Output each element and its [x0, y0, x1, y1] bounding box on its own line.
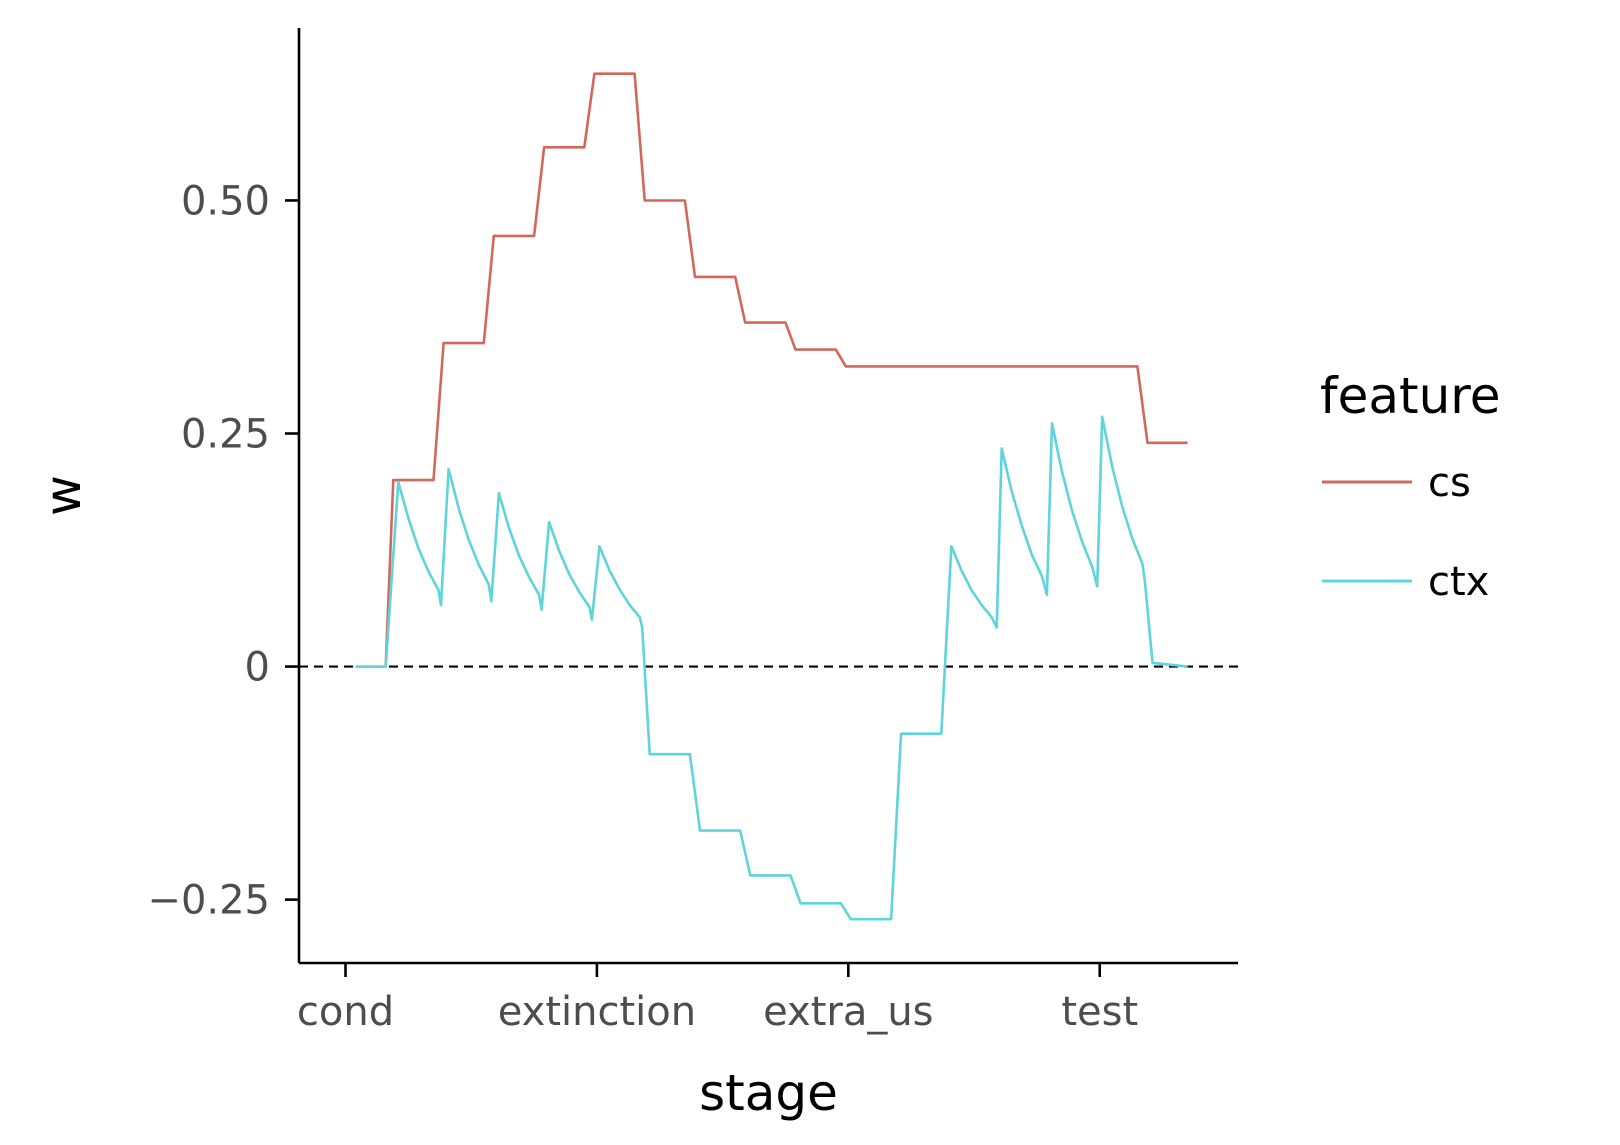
series-line-ctx: [355, 415, 1188, 921]
legend-label-ctx: ctx: [1428, 559, 1489, 605]
y-tick-label: −0.25: [147, 878, 270, 924]
legend-title: feature: [1320, 367, 1501, 425]
x-tick-label: extra_us: [763, 989, 933, 1035]
legend: feature cs ctx: [1320, 367, 1501, 605]
plot-area: [299, 72, 1238, 921]
x-tick-label: cond: [297, 989, 394, 1035]
legend-label-cs: cs: [1428, 460, 1471, 506]
x-axis-title: stage: [699, 1064, 838, 1122]
y-axis-title: w: [34, 475, 92, 516]
y-tick-label: 0: [245, 645, 270, 691]
x-tick-label: test: [1061, 989, 1138, 1035]
x-tick-label: extinction: [498, 989, 696, 1035]
y-tick-label: 0.50: [181, 178, 270, 224]
series-line-cs: [384, 72, 1188, 667]
axes: −0.25 0 0.25 0.50 cond extinction extra_us test: [147, 28, 1238, 1035]
y-tick-label: 0.25: [181, 412, 270, 458]
